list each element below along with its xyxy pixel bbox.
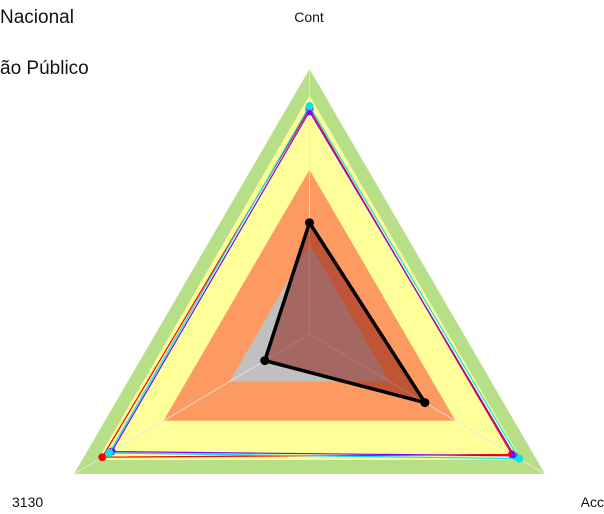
axis-label-acc: Acc — [581, 494, 604, 510]
series-3-line — [262, 218, 429, 406]
series-2-line — [108, 104, 521, 460]
series-3-point-1 — [420, 398, 430, 408]
series-1-line — [110, 110, 516, 457]
title-line-2: ão Público — [0, 58, 89, 79]
radar-series — [98, 102, 524, 463]
series-0-point-2 — [98, 453, 107, 462]
axis-label-3130: 3130 — [12, 494, 43, 510]
title-line-1: Nacional — [0, 7, 74, 28]
series-3-point-2 — [260, 356, 270, 366]
series-3-point-0 — [305, 218, 314, 228]
series-2-point-1 — [515, 454, 524, 463]
axis-label-cont: Cont — [294, 9, 324, 25]
series-2-point-0 — [305, 102, 314, 111]
series-2-point-2 — [105, 449, 114, 457]
